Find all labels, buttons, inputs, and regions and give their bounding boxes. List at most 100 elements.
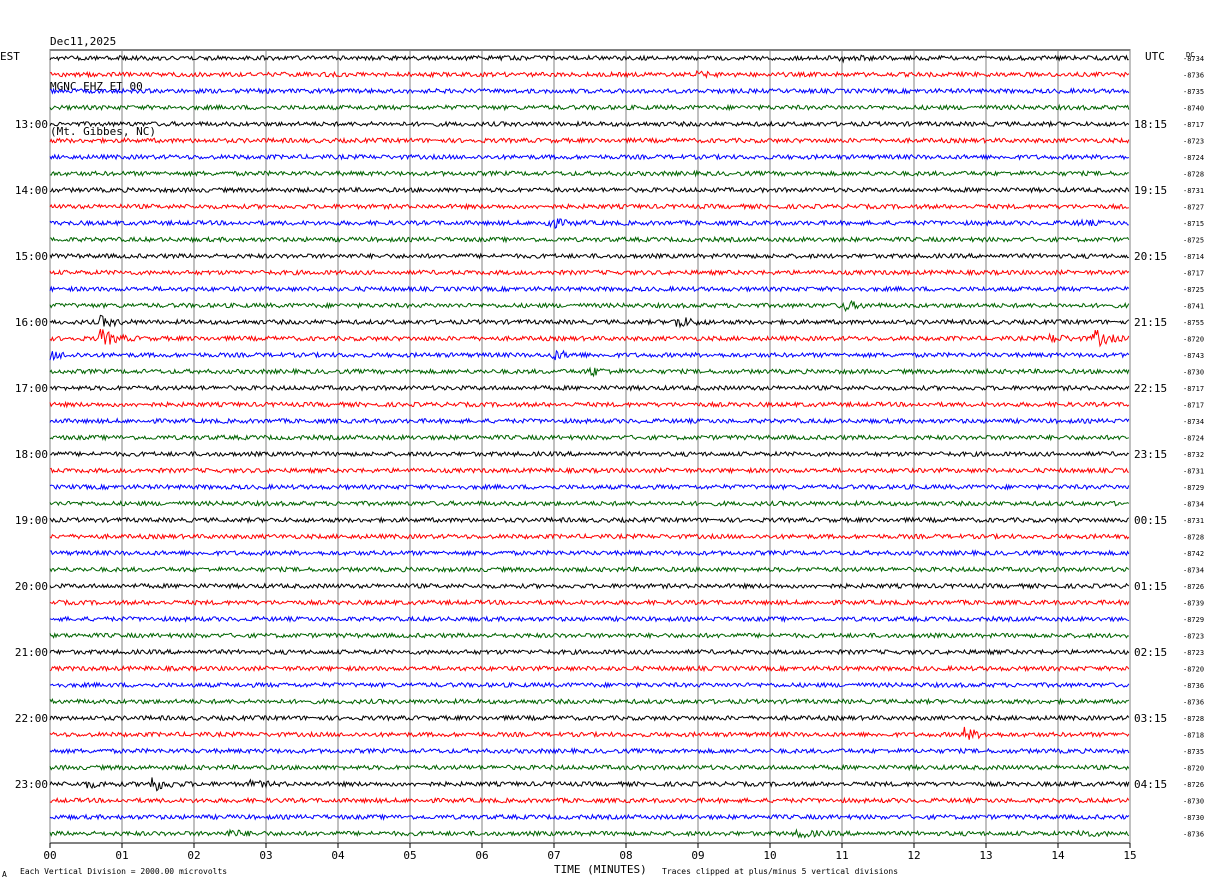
seismic-trace: [49, 384, 1130, 392]
dc-offset-label: -8724: [1183, 435, 1204, 443]
seismic-trace: [49, 466, 1129, 475]
x-tick-label: 03: [259, 849, 272, 862]
est-hour-label: 15:00: [15, 250, 48, 263]
seismic-trace: [49, 328, 1130, 348]
seismic-trace: [49, 565, 1130, 574]
scale-note: Each Vertical Division = 2000.00 microvo…: [20, 867, 228, 876]
dc-offset-label: -8730: [1183, 369, 1204, 377]
seismic-trace: [49, 681, 1130, 689]
dc-offset-label: -8720: [1183, 666, 1204, 674]
x-tick-label: 12: [907, 849, 920, 862]
seismic-trace: [49, 615, 1129, 624]
x-tick-label: 00: [43, 849, 56, 862]
dc-offset-label: -8717: [1183, 121, 1204, 129]
location-label: (Mt. Gibbes, NC): [50, 125, 156, 138]
dc-offset-label: -8723: [1183, 649, 1204, 657]
dc-offset-label: -8725: [1183, 286, 1204, 294]
utc-hour-label: 19:15: [1134, 184, 1167, 197]
seismic-trace: [49, 582, 1130, 590]
seismic-trace: [49, 532, 1130, 541]
utc-hour-label: 03:15: [1134, 712, 1167, 725]
chart-header: Dec11,2025 MGNC EHZ ET 00 (Mt. Gibbes, N…: [50, 4, 156, 154]
seismic-trace: [49, 813, 1130, 821]
seismic-trace: [49, 285, 1130, 293]
est-hour-label: 23:00: [15, 778, 48, 791]
dc-offset-label: -8730: [1183, 798, 1204, 806]
est-hour-label: 20:00: [15, 580, 48, 593]
seismic-trace: [49, 516, 1130, 524]
dc-offset-label: -8720: [1183, 765, 1204, 773]
seismic-trace: [49, 483, 1130, 491]
right-timezone-label: UTC: [1145, 50, 1165, 63]
utc-hour-label: 01:15: [1134, 580, 1167, 593]
dc-offset-label: -8723: [1183, 138, 1204, 146]
seismic-trace: [49, 314, 1130, 329]
seismic-trace: [49, 252, 1129, 260]
dc-offset-label: -8725: [1183, 237, 1204, 245]
seismic-trace: [49, 726, 1130, 740]
dc-offset-label: -8726: [1183, 781, 1204, 789]
dc-offset-label: -8728: [1183, 534, 1204, 542]
seismic-trace: [49, 763, 1130, 772]
dc-offset-label: -8715: [1183, 220, 1204, 228]
dc-offset-label: -8717: [1183, 385, 1204, 393]
dc-offset-label: -8755: [1183, 319, 1204, 327]
seismic-trace: [49, 366, 1130, 378]
dc-offset-label: -8731: [1183, 517, 1204, 525]
dc-offset-label: -8723: [1183, 633, 1204, 641]
dc-offset-label: -8736: [1183, 831, 1204, 839]
est-hour-label: 17:00: [15, 382, 48, 395]
dc-offset-label: -8735: [1183, 88, 1204, 96]
utc-hour-label: 22:15: [1134, 382, 1167, 395]
corner-mark: A: [2, 870, 7, 879]
dc-offset-label: -8729: [1183, 616, 1204, 624]
dc-offset-label: -8731: [1183, 468, 1204, 476]
seismic-trace: [49, 54, 1129, 64]
seismic-trace: [49, 777, 1130, 792]
est-hour-label: 19:00: [15, 514, 48, 527]
seismic-trace: [49, 549, 1130, 558]
seismic-trace: [49, 598, 1130, 607]
dc-offset-label: -8734: [1183, 55, 1204, 63]
dc-offset-label: -8734: [1183, 567, 1204, 575]
dc-offset-label: -8724: [1183, 154, 1204, 162]
utc-hour-label: 18:15: [1134, 118, 1167, 131]
x-tick-label: 07: [547, 849, 560, 862]
dc-offset-label: -8730: [1183, 814, 1204, 822]
dc-offset-label: -8742: [1183, 550, 1204, 558]
dc-offset-label: -8718: [1183, 732, 1204, 740]
dc-offset-label: -8714: [1183, 253, 1204, 261]
dc-offset-label: -8736: [1183, 72, 1204, 80]
seismic-trace: [50, 450, 1130, 458]
station-label: MGNC EHZ ET 00: [50, 80, 143, 93]
x-tick-label: 06: [475, 849, 488, 862]
clip-note: Traces clipped at plus/minus 5 vertical …: [662, 867, 899, 876]
dc-offset-label: -8717: [1183, 270, 1204, 278]
seismic-trace: [49, 136, 1130, 145]
x-tick-label: 02: [187, 849, 200, 862]
plot-frame: [49, 49, 1131, 844]
utc-hour-label: 00:15: [1134, 514, 1167, 527]
seismic-trace: [49, 169, 1129, 178]
x-tick-label: 11: [835, 849, 848, 862]
est-hour-label: 21:00: [15, 646, 48, 659]
seismic-trace: [49, 714, 1130, 722]
seismic-trace: [49, 69, 1130, 80]
x-tick-label: 09: [691, 849, 704, 862]
seismic-trace: [49, 186, 1130, 194]
dc-offset-label: -8741: [1183, 303, 1204, 311]
seismic-trace: [49, 664, 1130, 673]
seismic-trace: [49, 152, 1130, 161]
seismic-trace: [49, 796, 1130, 805]
seismic-trace: [49, 400, 1130, 409]
date-label: Dec11,2025: [50, 35, 117, 48]
seismic-trace: [49, 631, 1129, 640]
dc-offset-label: -8734: [1183, 501, 1204, 509]
x-tick-label: 15: [1123, 849, 1136, 862]
seismic-trace: [49, 299, 1130, 313]
x-tick-label: 01: [115, 849, 128, 862]
dc-offset-label: -8728: [1183, 171, 1204, 179]
utc-hour-label: 21:15: [1134, 316, 1167, 329]
dc-offset-label: -8728: [1183, 715, 1204, 723]
